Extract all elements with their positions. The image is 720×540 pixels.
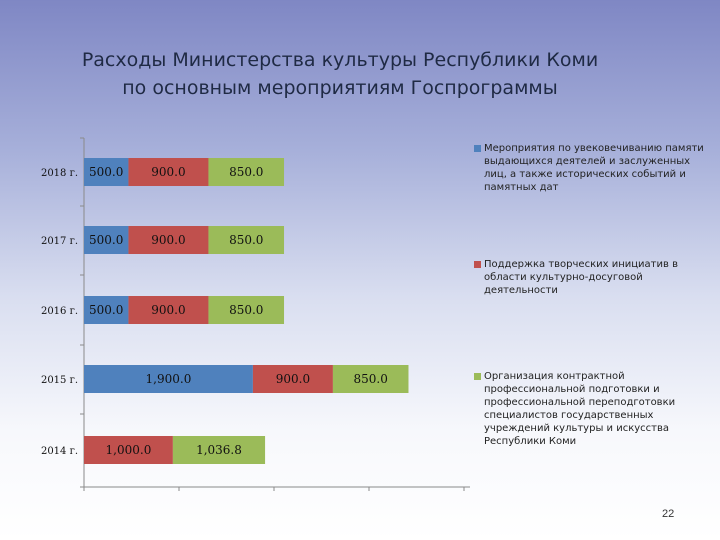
legend-label: Поддержка творческих инициатив в области… [484,259,678,296]
bar-segment [84,296,129,324]
bar-segment [84,226,129,254]
data-label: 850.0 [229,303,263,317]
category-label: 2015 г. [41,375,78,386]
category-label: 2018 г. [41,168,78,179]
bar-segment [208,296,285,324]
data-label: 850.0 [229,165,263,179]
chart-title-line-1: Расходы Министерства культуры Республики… [81,49,599,71]
bar-segment [208,158,285,186]
data-label: 1,000.0 [106,443,152,457]
category-label: 2017 г. [41,236,78,247]
bar-segment [172,436,266,464]
category-label: 2016 г. [41,306,78,317]
data-label: 500.0 [89,233,123,247]
bar-segment [128,226,209,254]
data-label: 1,900.0 [146,372,192,386]
data-label: 850.0 [229,233,263,247]
data-label: 500.0 [89,165,123,179]
legend-item: Мероприятия по увековечиванию памяти выд… [474,142,704,194]
bar-segment [208,226,285,254]
legend-item: Организация контрактной профессиональной… [474,370,704,448]
data-label: 1,036.8 [196,443,242,457]
bar-segment [128,158,209,186]
category-label: 2014 г. [41,446,78,457]
bar-segment [84,158,129,186]
data-label: 900.0 [151,303,185,317]
legend-label: Организация контрактной профессиональной… [484,371,676,447]
page-number: 22 [662,508,675,520]
legend-swatch [474,261,481,268]
data-label: 900.0 [151,165,185,179]
data-label: 850.0 [354,372,388,386]
legend-swatch [474,145,481,152]
data-label: 900.0 [276,372,310,386]
bar-segment [84,436,173,464]
legend-label: Мероприятия по увековечиванию памяти выд… [484,143,704,193]
bar-segment [252,365,333,393]
legend-item: Поддержка творческих инициатив в области… [474,258,704,297]
legend-swatch [474,373,481,380]
chart-title: Расходы Министерства культуры Республики… [40,46,640,102]
bar-segment [128,296,209,324]
chart-title-line-2: по основным мероприятиям Госпрограммы [122,77,558,99]
bar-segment [332,365,409,393]
data-label: 500.0 [89,303,123,317]
data-label: 900.0 [151,233,185,247]
bar-segment [84,365,253,393]
